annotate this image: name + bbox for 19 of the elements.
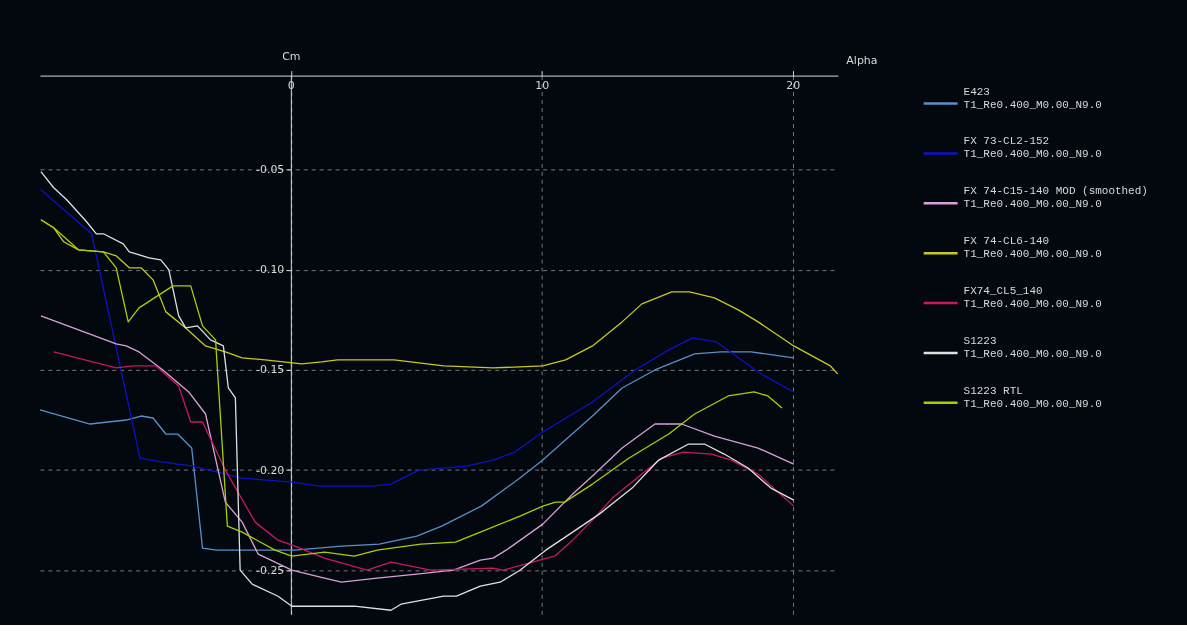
legend-label: E423 T1_Re0.400_M0.00_N9.0 [963, 85, 1102, 111]
legend-label: FX74_CL5_140 T1_Re0.400_M0.00_N9.0 [963, 285, 1102, 311]
legend-label: FX 74-CL6-140 T1_Re0.400_M0.00_N9.0 [963, 235, 1102, 261]
line-series [40, 315, 795, 583]
legend-label: S1223 T1_Re0.400_M0.00_N9.0 [963, 334, 1102, 360]
y-axis-title: Cm [282, 50, 301, 64]
line-series [40, 189, 795, 487]
legend-label: S1223 RTL T1_Re0.400_M0.00_N9.0 [963, 384, 1102, 410]
y-tick-label: -0.25 [255, 563, 285, 577]
y-tick-label: -0.20 [255, 463, 285, 477]
legend-label: FX 73-CL2-152 T1_Re0.400_M0.00_N9.0 [963, 135, 1102, 161]
x-axis-title: Alpha [846, 54, 878, 68]
x-tick-label: 10 [535, 79, 550, 93]
x-tick-label: 20 [786, 79, 801, 93]
y-tick-label: -0.15 [255, 363, 285, 377]
y-tick-label: -0.10 [255, 263, 285, 277]
line-series [40, 219, 783, 557]
y-tick-label: -0.05 [255, 163, 285, 177]
legend-label: FX 74-C15-140 MOD (smoothed) T1_Re0.400_M0.00_N9.0 [963, 185, 1148, 211]
